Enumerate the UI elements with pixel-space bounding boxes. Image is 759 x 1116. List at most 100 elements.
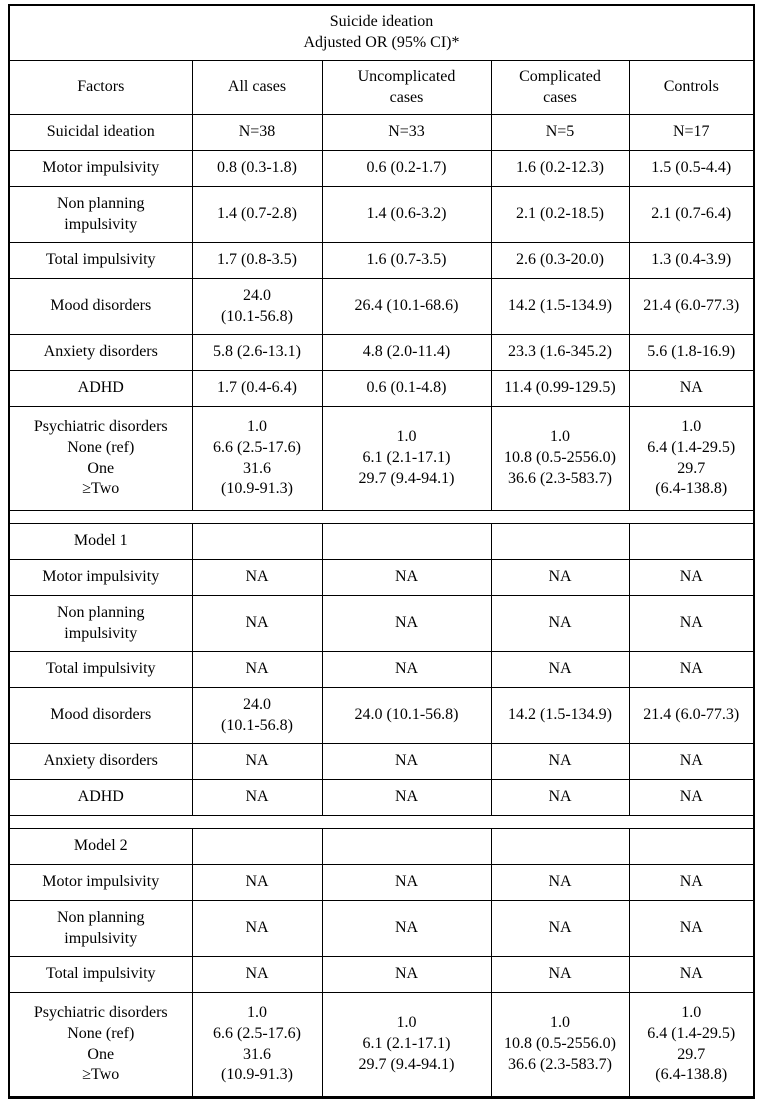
value-cell: NA <box>628 743 755 780</box>
model1-label-cell: Model 1 <box>8 523 193 560</box>
value-cell: NA <box>628 779 755 816</box>
value-cell: 21.4 (6.0-77.3) <box>628 687 755 744</box>
value-cell: N=33 <box>321 114 492 151</box>
value-cell: 5.6 (1.8-16.9) <box>628 334 755 371</box>
value-cell: NA <box>628 956 755 993</box>
model1-header-row: Model 1 <box>8 523 755 560</box>
factor-cell: Total impulsivity <box>8 651 193 688</box>
value-cell: NA <box>490 651 630 688</box>
value-cell: 24.0 (10.1-56.8) <box>321 687 492 744</box>
factor-cell: Motor impulsivity <box>8 150 193 187</box>
column-header-all-cases: All cases <box>191 60 323 115</box>
value-cell: NA <box>490 743 630 780</box>
table-row: Psychiatric disorders None (ref) One ≥Tw… <box>8 992 755 1098</box>
value-cell: NA <box>628 595 755 652</box>
value-cell: 1.0 10.8 (0.5-2556.0) 36.6 (2.3-583.7) <box>490 992 630 1098</box>
value-cell: NA <box>321 956 492 993</box>
value-cell: NA <box>191 864 323 901</box>
value-cell: NA <box>490 864 630 901</box>
value-cell: N=38 <box>191 114 323 151</box>
table-row: Total impulsivity 1.7 (0.8-3.5) 1.6 (0.7… <box>8 242 755 279</box>
value-cell: 0.6 (0.2-1.7) <box>321 150 492 187</box>
value-cell: N=5 <box>490 114 630 151</box>
value-cell: 1.0 6.4 (1.4-29.5) 29.7 (6.4-138.8) <box>628 406 755 511</box>
value-cell: N=17 <box>628 114 755 151</box>
value-cell: 14.2 (1.5-134.9) <box>490 278 630 335</box>
value-cell: NA <box>321 743 492 780</box>
value-cell: 24.0 (10.1-56.8) <box>191 687 323 744</box>
value-cell: 1.4 (0.6-3.2) <box>321 186 492 243</box>
factor-cell: Psychiatric disorders None (ref) One ≥Tw… <box>8 992 193 1098</box>
table-row: Suicidal ideation N=38 N=33 N=5 N=17 <box>8 114 755 151</box>
value-cell: 24.0 (10.1-56.8) <box>191 278 323 335</box>
table-row: Total impulsivity NA NA NA NA <box>8 651 755 688</box>
table-row: Psychiatric disorders None (ref) One ≥Tw… <box>8 406 755 511</box>
value-cell: NA <box>321 559 492 596</box>
empty-cell <box>628 523 755 560</box>
value-cell: 1.7 (0.4-6.4) <box>191 370 323 407</box>
value-cell: NA <box>191 900 323 957</box>
table-row: Non planning impulsivity 1.4 (0.7-2.8) 1… <box>8 186 755 243</box>
empty-cell <box>191 523 323 560</box>
table-title-line2: Adjusted OR (95% CI)* <box>303 34 460 51</box>
factor-cell: Anxiety disorders <box>8 334 193 371</box>
value-cell: 1.6 (0.2-12.3) <box>490 150 630 187</box>
value-cell: NA <box>321 864 492 901</box>
value-cell: NA <box>628 864 755 901</box>
column-header-uncomplicated-cases: Uncomplicated cases <box>321 60 492 115</box>
empty-cell <box>490 828 630 865</box>
factor-cell: Suicidal ideation <box>8 114 193 151</box>
factor-cell: Motor impulsivity <box>8 864 193 901</box>
table-title-row: Suicide ideation Adjusted OR (95% CI)* <box>8 4 755 61</box>
empty-cell <box>321 828 492 865</box>
column-header-complicated-cases: Complicated cases <box>490 60 630 115</box>
table-row: Mood disorders 24.0 (10.1-56.8) 24.0 (10… <box>8 687 755 744</box>
factor-cell: Total impulsivity <box>8 242 193 279</box>
value-cell: 5.8 (2.6-13.1) <box>191 334 323 371</box>
empty-cell <box>628 828 755 865</box>
model2-label-cell: Model 2 <box>8 828 193 865</box>
value-cell: 1.0 6.1 (2.1-17.1) 29.7 (9.4-94.1) <box>321 992 492 1098</box>
table-row: Motor impulsivity NA NA NA NA <box>8 864 755 901</box>
factor-cell: Mood disorders <box>8 278 193 335</box>
value-cell: 2.1 (0.7-6.4) <box>628 186 755 243</box>
table-row: Non planning impulsivity NA NA NA NA <box>8 595 755 652</box>
value-cell: NA <box>628 900 755 957</box>
table-title-line1: Suicide ideation <box>329 13 434 31</box>
value-cell: NA <box>628 559 755 596</box>
factor-cell: Non planning impulsivity <box>8 595 193 652</box>
factor-cell: Psychiatric disorders None (ref) One ≥Tw… <box>8 406 193 511</box>
factor-cell: Total impulsivity <box>8 956 193 993</box>
value-cell: 21.4 (6.0-77.3) <box>628 278 755 335</box>
value-cell: NA <box>321 900 492 957</box>
value-cell: NA <box>490 559 630 596</box>
value-cell: NA <box>321 651 492 688</box>
value-cell: 1.7 (0.8-3.5) <box>191 242 323 279</box>
suicide-ideation-table: Suicide ideation Adjusted OR (95% CI)* Fa… <box>8 4 755 1099</box>
value-cell: NA <box>490 779 630 816</box>
table-row: Non planning impulsivity NA NA NA NA <box>8 900 755 957</box>
value-cell: 2.1 (0.2-18.5) <box>490 186 630 243</box>
factor-cell: Anxiety disorders <box>8 743 193 780</box>
value-cell: 14.2 (1.5-134.9) <box>490 687 630 744</box>
factor-cell: Mood disorders <box>8 687 193 744</box>
value-cell: NA <box>490 595 630 652</box>
value-cell: 1.3 (0.4-3.9) <box>628 242 755 279</box>
value-cell: 1.0 10.8 (0.5-2556.0) 36.6 (2.3-583.7) <box>490 406 630 511</box>
table-row: Motor impulsivity 0.8 (0.3-1.8) 0.6 (0.2… <box>8 150 755 187</box>
table-title: Suicide ideation Adjusted OR (95% CI)* <box>8 4 755 61</box>
empty-cell <box>191 828 323 865</box>
column-header-row: Factors All cases Uncomplicated cases Co… <box>8 60 755 115</box>
value-cell: 23.3 (1.6-345.2) <box>490 334 630 371</box>
table-row: Anxiety disorders NA NA NA NA <box>8 743 755 780</box>
value-cell: NA <box>628 651 755 688</box>
value-cell: 1.0 6.6 (2.5-17.6) 31.6 (10.9-91.3) <box>191 406 323 511</box>
factor-cell: Non planning impulsivity <box>8 900 193 957</box>
factor-cell: Non planning impulsivity <box>8 186 193 243</box>
column-header-factors: Factors <box>8 60 193 115</box>
value-cell: NA <box>490 956 630 993</box>
value-cell: NA <box>191 743 323 780</box>
value-cell: NA <box>321 779 492 816</box>
table-row: Total impulsivity NA NA NA NA <box>8 956 755 993</box>
value-cell: 1.5 (0.5-4.4) <box>628 150 755 187</box>
